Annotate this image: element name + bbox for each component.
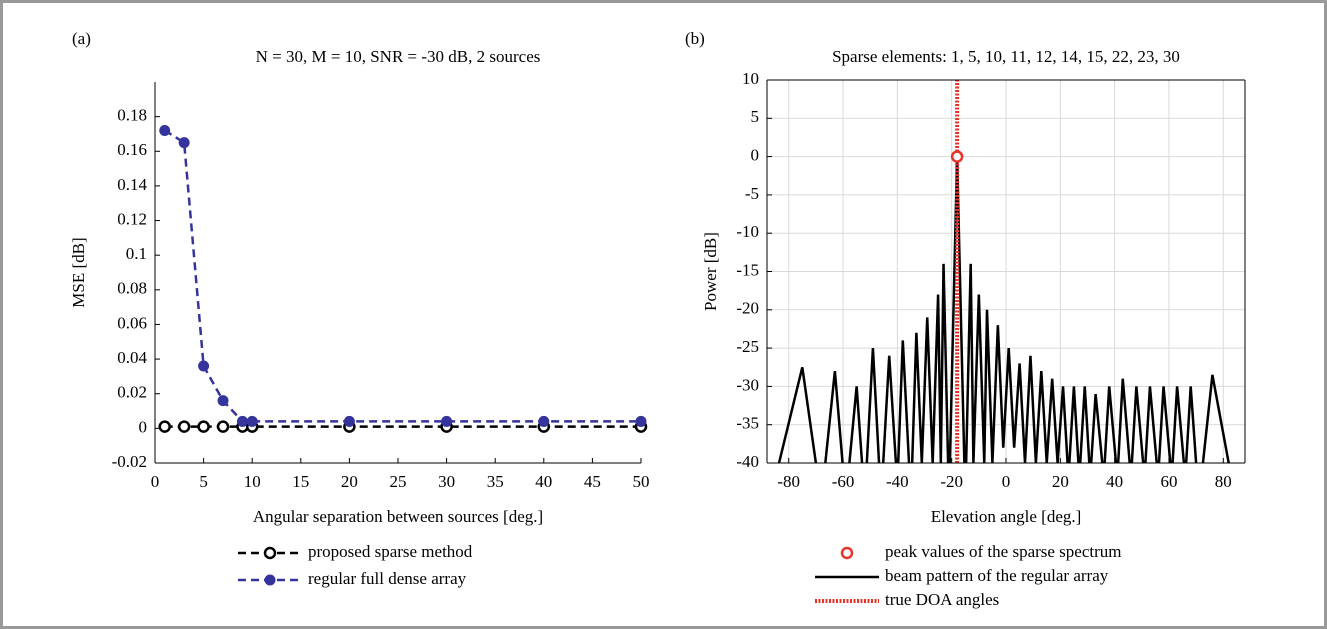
- chart-title: N = 30, M = 10, SNR = -30 dB, 2 sources: [256, 47, 541, 66]
- marker: [159, 124, 171, 136]
- panel-label: (b): [685, 29, 705, 48]
- y-tick-label: -35: [736, 414, 759, 433]
- y-tick-label: -0.02: [112, 452, 147, 471]
- y-axis-label: Power [dB]: [701, 232, 720, 311]
- x-tick-label: 40: [1106, 472, 1123, 491]
- marker: [198, 360, 210, 372]
- y-tick-label: 0.1: [126, 244, 147, 263]
- y-tick-label: -20: [736, 299, 759, 318]
- legend-label: true DOA angles: [885, 590, 999, 609]
- marker: [217, 395, 229, 407]
- y-tick-label: -40: [736, 452, 759, 471]
- marker: [197, 420, 210, 433]
- y-tick-label: -30: [736, 375, 759, 394]
- x-tick-label: 0: [1002, 472, 1011, 491]
- x-tick-label: -40: [886, 472, 909, 491]
- x-tick-label: 0: [151, 472, 160, 491]
- x-axis-label: Angular separation between sources [deg.…: [253, 507, 543, 526]
- y-tick-label: -10: [736, 222, 759, 241]
- y-tick-label: 0.02: [117, 383, 147, 402]
- x-tick-label: -20: [940, 472, 963, 491]
- marker: [178, 137, 190, 149]
- x-tick-label: 5: [199, 472, 208, 491]
- y-tick-label: 0.14: [117, 175, 147, 194]
- marker: [840, 546, 854, 560]
- legend-label: peak values of the sparse spectrum: [885, 542, 1122, 561]
- x-tick-label: 15: [292, 472, 309, 491]
- y-tick-label: -25: [736, 337, 759, 356]
- marker: [246, 415, 258, 427]
- x-tick-label: 30: [438, 472, 455, 491]
- y-tick-label: 0: [139, 417, 148, 436]
- legend-label: beam pattern of the regular array: [885, 566, 1109, 585]
- markers: [158, 124, 648, 433]
- marker: [177, 420, 191, 433]
- marker: [343, 415, 355, 427]
- markers: [950, 150, 964, 163]
- y-axis-label: MSE [dB]: [69, 237, 88, 307]
- x-tick-label: 35: [487, 472, 504, 491]
- legend-label: proposed sparse method: [308, 542, 473, 561]
- x-tick-label: -60: [832, 472, 855, 491]
- marker: [263, 546, 277, 560]
- marker: [264, 574, 276, 586]
- marker: [538, 415, 550, 427]
- marker: [236, 415, 248, 427]
- y-tick-label: -5: [745, 184, 759, 203]
- y-tick-label: 0: [751, 146, 760, 165]
- y-tick-label: 0.12: [117, 209, 147, 228]
- legend-label: regular full dense array: [308, 569, 467, 588]
- marker: [216, 420, 230, 433]
- marker: [158, 420, 171, 433]
- x-tick-label: 25: [390, 472, 407, 491]
- panel-label: (a): [72, 29, 91, 48]
- y-tick-label: 0.04: [117, 348, 147, 367]
- y-tick-label: 0.16: [117, 140, 147, 159]
- x-tick-label: 45: [584, 472, 601, 491]
- series-line: [164, 129, 641, 423]
- y-tick-label: 10: [742, 69, 759, 88]
- y-tick-label: -15: [736, 260, 759, 279]
- plot: [777, 80, 1230, 463]
- x-tick-label: 60: [1160, 472, 1177, 491]
- chart-title: Sparse elements: 1, 5, 10, 11, 12, 14, 1…: [832, 47, 1180, 66]
- y-tick-label: 0.08: [117, 279, 147, 298]
- x-axis-label: Elevation angle [deg.]: [931, 507, 1082, 526]
- marker: [950, 150, 964, 163]
- x-tick-label: 10: [244, 472, 261, 491]
- x-tick-label: 50: [633, 472, 650, 491]
- marker: [635, 415, 647, 427]
- y-tick-label: 5: [751, 107, 760, 126]
- x-tick-label: 80: [1215, 472, 1232, 491]
- y-tick-label: 0.18: [117, 106, 147, 125]
- y-tick-label: 0.06: [117, 313, 147, 332]
- series-line: [777, 156, 1230, 463]
- x-tick-label: -80: [777, 472, 800, 491]
- x-tick-label: 20: [341, 472, 358, 491]
- x-tick-label: 20: [1052, 472, 1069, 491]
- marker: [441, 415, 453, 427]
- x-tick-label: 40: [535, 472, 552, 491]
